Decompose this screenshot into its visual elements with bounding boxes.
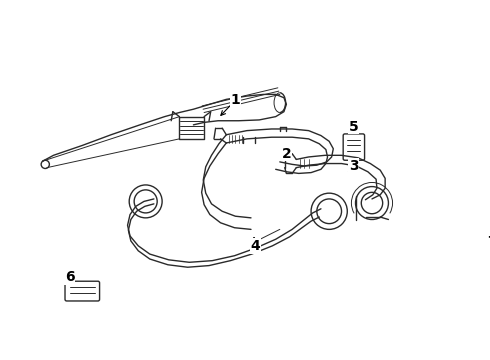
Text: 3: 3 (349, 159, 359, 173)
Text: 1: 1 (230, 93, 240, 107)
Text: 4: 4 (250, 239, 260, 253)
Text: 2: 2 (282, 147, 291, 161)
Text: 7: 7 (488, 235, 490, 249)
Text: 5: 5 (349, 120, 359, 134)
Text: 6: 6 (65, 270, 75, 284)
Circle shape (457, 238, 465, 246)
